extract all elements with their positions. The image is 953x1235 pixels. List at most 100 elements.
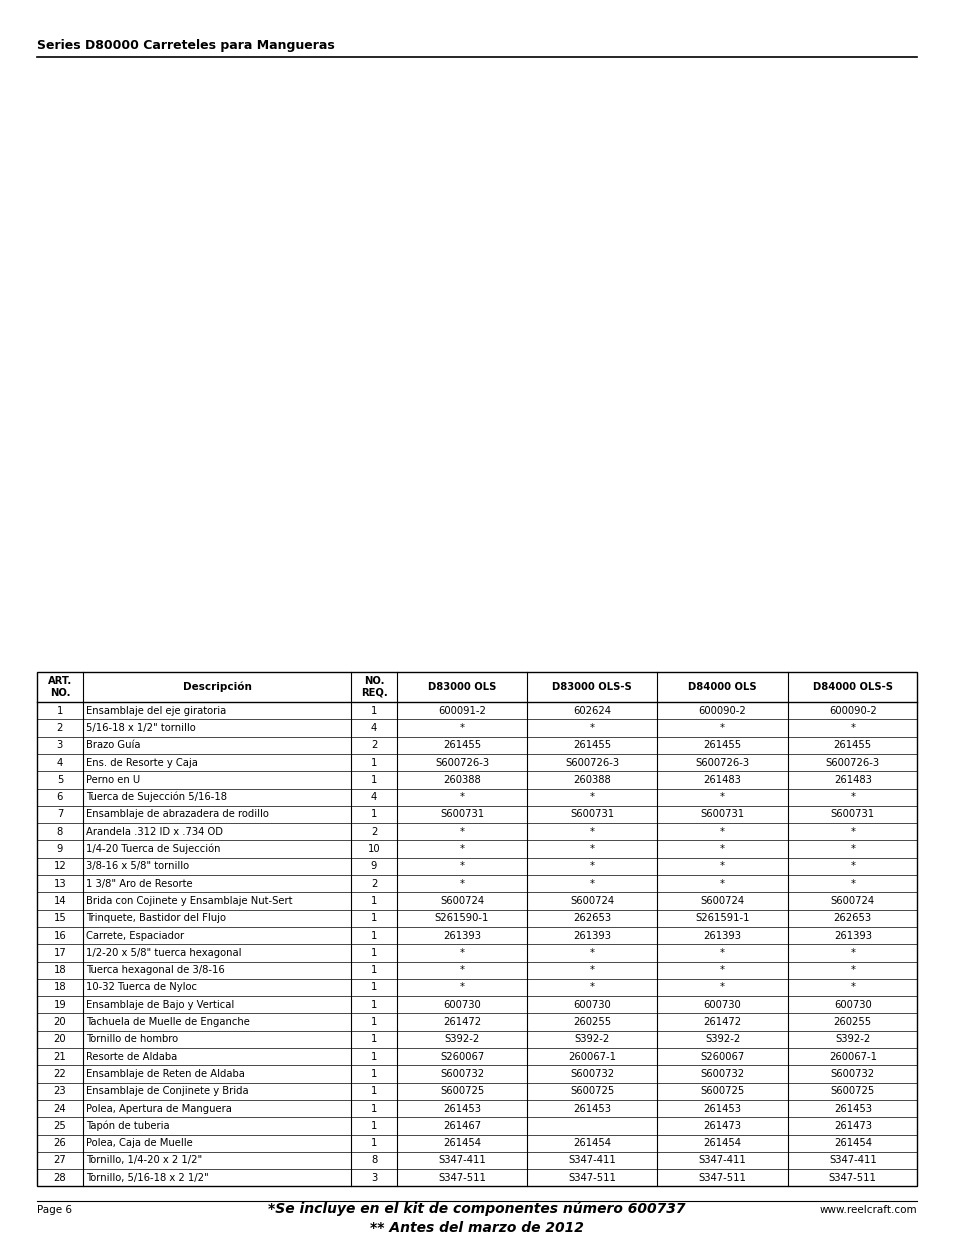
Text: S600732: S600732	[700, 1070, 743, 1079]
Text: 1: 1	[371, 1018, 376, 1028]
Text: S600732: S600732	[570, 1070, 614, 1079]
Text: *: *	[589, 792, 594, 803]
Text: 1: 1	[371, 930, 376, 941]
Text: Perno en U: Perno en U	[86, 774, 140, 785]
Text: S347-511: S347-511	[437, 1173, 485, 1183]
Text: 261455: 261455	[442, 740, 480, 750]
Text: *: *	[720, 844, 724, 855]
Text: 1/4-20 Tuerca de Sujección: 1/4-20 Tuerca de Sujección	[86, 844, 220, 855]
Text: 600090-2: 600090-2	[828, 705, 876, 715]
Text: 1: 1	[371, 774, 376, 785]
Text: S600725: S600725	[830, 1087, 874, 1097]
Text: *: *	[720, 947, 724, 958]
Text: 1: 1	[371, 1035, 376, 1045]
Text: 260388: 260388	[573, 774, 611, 785]
Text: 1: 1	[371, 757, 376, 767]
Text: S347-411: S347-411	[437, 1156, 485, 1166]
Text: S392-2: S392-2	[574, 1035, 609, 1045]
Text: 21: 21	[53, 1052, 66, 1062]
Text: S347-411: S347-411	[568, 1156, 616, 1166]
Text: 1: 1	[371, 947, 376, 958]
Text: 261454: 261454	[702, 1139, 740, 1149]
Text: 8: 8	[371, 1156, 376, 1166]
Text: 1 3/8" Aro de Resorte: 1 3/8" Aro de Resorte	[86, 878, 193, 889]
Text: 2: 2	[371, 740, 376, 750]
Text: D84000 OLS: D84000 OLS	[687, 682, 756, 692]
Text: 23: 23	[53, 1087, 66, 1097]
Text: *: *	[459, 826, 464, 837]
Text: 261473: 261473	[833, 1121, 871, 1131]
Text: 1: 1	[371, 913, 376, 924]
Text: S600725: S600725	[570, 1087, 614, 1097]
Text: 8: 8	[56, 826, 63, 837]
Text: 261483: 261483	[833, 774, 871, 785]
Text: Carrete, Espaciador: Carrete, Espaciador	[86, 930, 184, 941]
Text: 1/2-20 x 5/8" tuerca hexagonal: 1/2-20 x 5/8" tuerca hexagonal	[86, 947, 241, 958]
Text: 261472: 261472	[442, 1018, 480, 1028]
Text: 1: 1	[371, 1104, 376, 1114]
Text: *: *	[459, 792, 464, 803]
Text: D84000 OLS-S: D84000 OLS-S	[812, 682, 892, 692]
Text: Resorte de Aldaba: Resorte de Aldaba	[86, 1052, 177, 1062]
Text: 260067-1: 260067-1	[828, 1052, 876, 1062]
Text: 22: 22	[53, 1070, 66, 1079]
Text: *: *	[459, 844, 464, 855]
Text: Tuerca de Sujección 5/16-18: Tuerca de Sujección 5/16-18	[86, 792, 227, 803]
Text: 20: 20	[53, 1018, 66, 1028]
Text: S392-2: S392-2	[834, 1035, 869, 1045]
Text: 600730: 600730	[833, 1000, 871, 1010]
Text: Brida con Cojinete y Ensamblaje Nut-Sert: Brida con Cojinete y Ensamblaje Nut-Sert	[86, 895, 292, 906]
Text: 261472: 261472	[702, 1018, 740, 1028]
Text: 1: 1	[371, 1052, 376, 1062]
Bar	[37, 672, 916, 1187]
Text: D83000 OLS-S: D83000 OLS-S	[552, 682, 632, 692]
Text: 3: 3	[56, 740, 63, 750]
Text: 4: 4	[56, 757, 63, 767]
Text: *: *	[459, 947, 464, 958]
Text: Tornillo, 5/16-18 x 2 1/2": Tornillo, 5/16-18 x 2 1/2"	[86, 1173, 209, 1183]
Text: 2: 2	[56, 722, 63, 732]
Text: 4: 4	[371, 722, 376, 732]
Text: *: *	[849, 861, 854, 872]
Text: *: *	[849, 965, 854, 976]
Text: 600090-2: 600090-2	[698, 705, 745, 715]
Text: 17: 17	[53, 947, 66, 958]
Text: *: *	[459, 983, 464, 993]
Text: 10: 10	[367, 844, 380, 855]
Text: 4: 4	[371, 792, 376, 803]
Text: 261393: 261393	[442, 930, 480, 941]
Text: S347-511: S347-511	[828, 1173, 876, 1183]
Text: S260067: S260067	[700, 1052, 744, 1062]
Text: Ens. de Resorte y Caja: Ens. de Resorte y Caja	[86, 757, 197, 767]
Text: 261453: 261453	[702, 1104, 740, 1114]
Text: S261591-1: S261591-1	[695, 913, 749, 924]
Text: 1: 1	[371, 983, 376, 993]
Text: 27: 27	[53, 1156, 66, 1166]
Text: 12: 12	[53, 861, 66, 872]
Text: S600726-3: S600726-3	[695, 757, 749, 767]
Text: Tornillo de hombro: Tornillo de hombro	[86, 1035, 177, 1045]
Text: www.reelcraft.com: www.reelcraft.com	[819, 1205, 916, 1215]
Text: 1: 1	[371, 705, 376, 715]
Text: 13: 13	[53, 878, 66, 889]
Text: 1: 1	[371, 1121, 376, 1131]
Text: S600726-3: S600726-3	[564, 757, 618, 767]
Text: *: *	[459, 878, 464, 889]
Text: S347-511: S347-511	[698, 1173, 745, 1183]
Text: *: *	[459, 965, 464, 976]
Text: S600724: S600724	[700, 895, 743, 906]
Text: Arandela .312 ID x .734 OD: Arandela .312 ID x .734 OD	[86, 826, 223, 837]
Text: 7: 7	[56, 809, 63, 820]
Text: 1: 1	[371, 1139, 376, 1149]
Text: 5/16-18 x 1/2" tornillo: 5/16-18 x 1/2" tornillo	[86, 722, 195, 732]
Text: *: *	[849, 947, 854, 958]
Text: Ensamblaje de Bajo y Vertical: Ensamblaje de Bajo y Vertical	[86, 1000, 233, 1010]
Text: *: *	[459, 861, 464, 872]
Text: 1: 1	[371, 1070, 376, 1079]
Text: *: *	[589, 844, 594, 855]
Text: 1: 1	[371, 965, 376, 976]
Text: Tachuela de Muelle de Enganche: Tachuela de Muelle de Enganche	[86, 1018, 250, 1028]
Text: 2: 2	[371, 878, 376, 889]
Text: S261590-1: S261590-1	[435, 913, 489, 924]
Text: Tornillo, 1/4-20 x 2 1/2": Tornillo, 1/4-20 x 2 1/2"	[86, 1156, 202, 1166]
